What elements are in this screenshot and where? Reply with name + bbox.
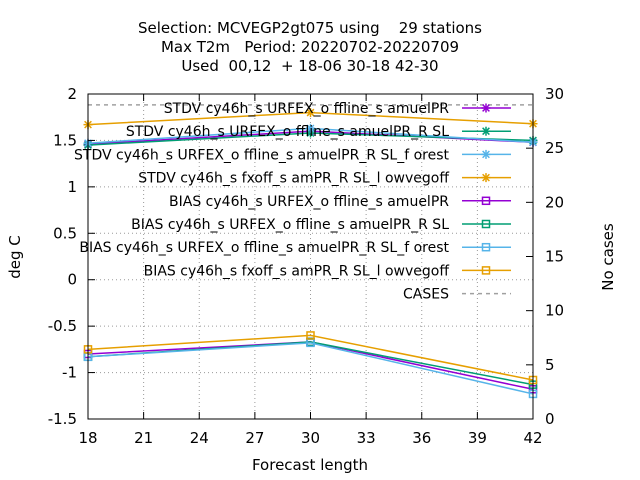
legend-item: BIAS cy46h_s fxoff_s amPR_R SL_l owvegof… bbox=[144, 263, 511, 279]
y2-tick-label: 10 bbox=[545, 302, 564, 320]
legend-label: CASES bbox=[403, 287, 449, 303]
y-tick-label: -0.5 bbox=[48, 317, 77, 335]
legend-label: STDV cy46h_s fxoff_s amPR_R SL_l owvegof… bbox=[138, 171, 449, 187]
data-point bbox=[306, 123, 315, 133]
legend-label: STDV cy46h_s URFEX_o ffline_s amuelPR bbox=[164, 101, 450, 117]
y-tick-label: 0.5 bbox=[53, 224, 77, 242]
grid-lines bbox=[88, 94, 533, 419]
legend-label: STDV cy46h_s URFEX_o ffline_s amuelPR_R … bbox=[74, 147, 449, 163]
legend-item: BIAS cy46h_s URFEX_o ffline_s amuelPR_R … bbox=[79, 240, 511, 256]
y-tick-label: 1.5 bbox=[53, 131, 77, 149]
y2-tick-label: 20 bbox=[545, 193, 564, 211]
x-tick-label: 42 bbox=[523, 429, 542, 447]
axis-ticks: 18 21 24 27 30 33 36 39 42-1.5-1-0.500.511.52051… bbox=[48, 85, 564, 447]
legend-item: STDV cy46h_s URFEX_o ffline_s amuelPR_R … bbox=[74, 147, 511, 163]
x-tick-label: 18 bbox=[78, 429, 97, 447]
data-point bbox=[481, 196, 491, 206]
data-point bbox=[481, 126, 491, 136]
legend-label: BIAS cy46h_s URFEX_o ffline_s amuelPR_R … bbox=[79, 240, 449, 256]
x-axis-label: Forecast length bbox=[252, 456, 368, 474]
y2-tick-label: 30 bbox=[545, 85, 564, 103]
legend-item: STDV cy46h_s URFEX_o ffline_s amuelPR_R … bbox=[126, 124, 511, 140]
legend: STDV cy46h_s URFEX_o ffline_s amuelPR STD… bbox=[74, 101, 511, 303]
legend-label: BIAS cy46h_s URFEX_o ffline_s amuelPR bbox=[169, 194, 449, 210]
legend-item: STDV cy46h_s fxoff_s amPR_R SL_l owvegof… bbox=[138, 171, 511, 187]
y2-tick-label: 25 bbox=[545, 139, 564, 157]
legend-label: STDV cy46h_s URFEX_o ffline_s amuelPR_R … bbox=[126, 124, 449, 140]
series-path bbox=[87, 334, 534, 381]
legend-item: BIAS cy46h_s URFEX_o ffline_s amuelPR_R … bbox=[131, 217, 511, 233]
legend-item: BIAS cy46h_s URFEX_o ffline_s amuelPR bbox=[169, 194, 511, 210]
y-tick-label: -1 bbox=[62, 364, 77, 382]
x-tick-label: 27 bbox=[245, 429, 264, 447]
data-point bbox=[481, 266, 491, 275]
y-tick-label: -1.5 bbox=[48, 410, 77, 428]
series-path bbox=[87, 342, 534, 395]
x-tick-label: 24 bbox=[190, 429, 209, 447]
data-point bbox=[481, 103, 491, 113]
y-tick-label: 1 bbox=[67, 178, 77, 196]
legend-item: CASES bbox=[403, 287, 511, 303]
legend-label: BIAS cy46h_s fxoff_s amPR_R SL_l owvegof… bbox=[144, 263, 450, 279]
data-point bbox=[481, 173, 491, 183]
series-line bbox=[83, 338, 538, 399]
x-tick-label: 36 bbox=[412, 429, 431, 447]
chart-title: Selection: MCVEGP2gt075 using 29 station… bbox=[138, 19, 482, 75]
title-line: Used 00,12 + 18-06 30-18 42-30 bbox=[181, 57, 438, 75]
data-point bbox=[481, 219, 491, 229]
x-tick-label: 21 bbox=[134, 429, 153, 447]
y2-axis-label: No cases bbox=[599, 223, 617, 291]
data-point bbox=[481, 149, 491, 159]
x-tick-label: 30 bbox=[301, 429, 320, 447]
x-tick-label: 33 bbox=[357, 429, 376, 447]
legend-item: STDV cy46h_s URFEX_o ffline_s amuelPR bbox=[164, 101, 511, 117]
legend-label: BIAS cy46h_s URFEX_o ffline_s amuelPR_R … bbox=[131, 217, 449, 233]
y2-tick-label: 15 bbox=[545, 248, 564, 266]
y-axis-label: deg C bbox=[6, 235, 24, 279]
data-point bbox=[306, 108, 315, 118]
x-tick-label: 39 bbox=[468, 429, 487, 447]
data-point bbox=[481, 242, 491, 252]
title-line: Max T2m Period: 20220702-20220709 bbox=[161, 38, 459, 56]
y-tick-label: 0 bbox=[67, 271, 77, 289]
y-tick-label: 2 bbox=[67, 85, 77, 103]
y2-tick-label: 0 bbox=[545, 410, 555, 428]
data-point bbox=[306, 331, 315, 340]
y2-tick-label: 5 bbox=[545, 356, 555, 374]
title-line: Selection: MCVEGP2gt075 using 29 station… bbox=[138, 19, 482, 37]
